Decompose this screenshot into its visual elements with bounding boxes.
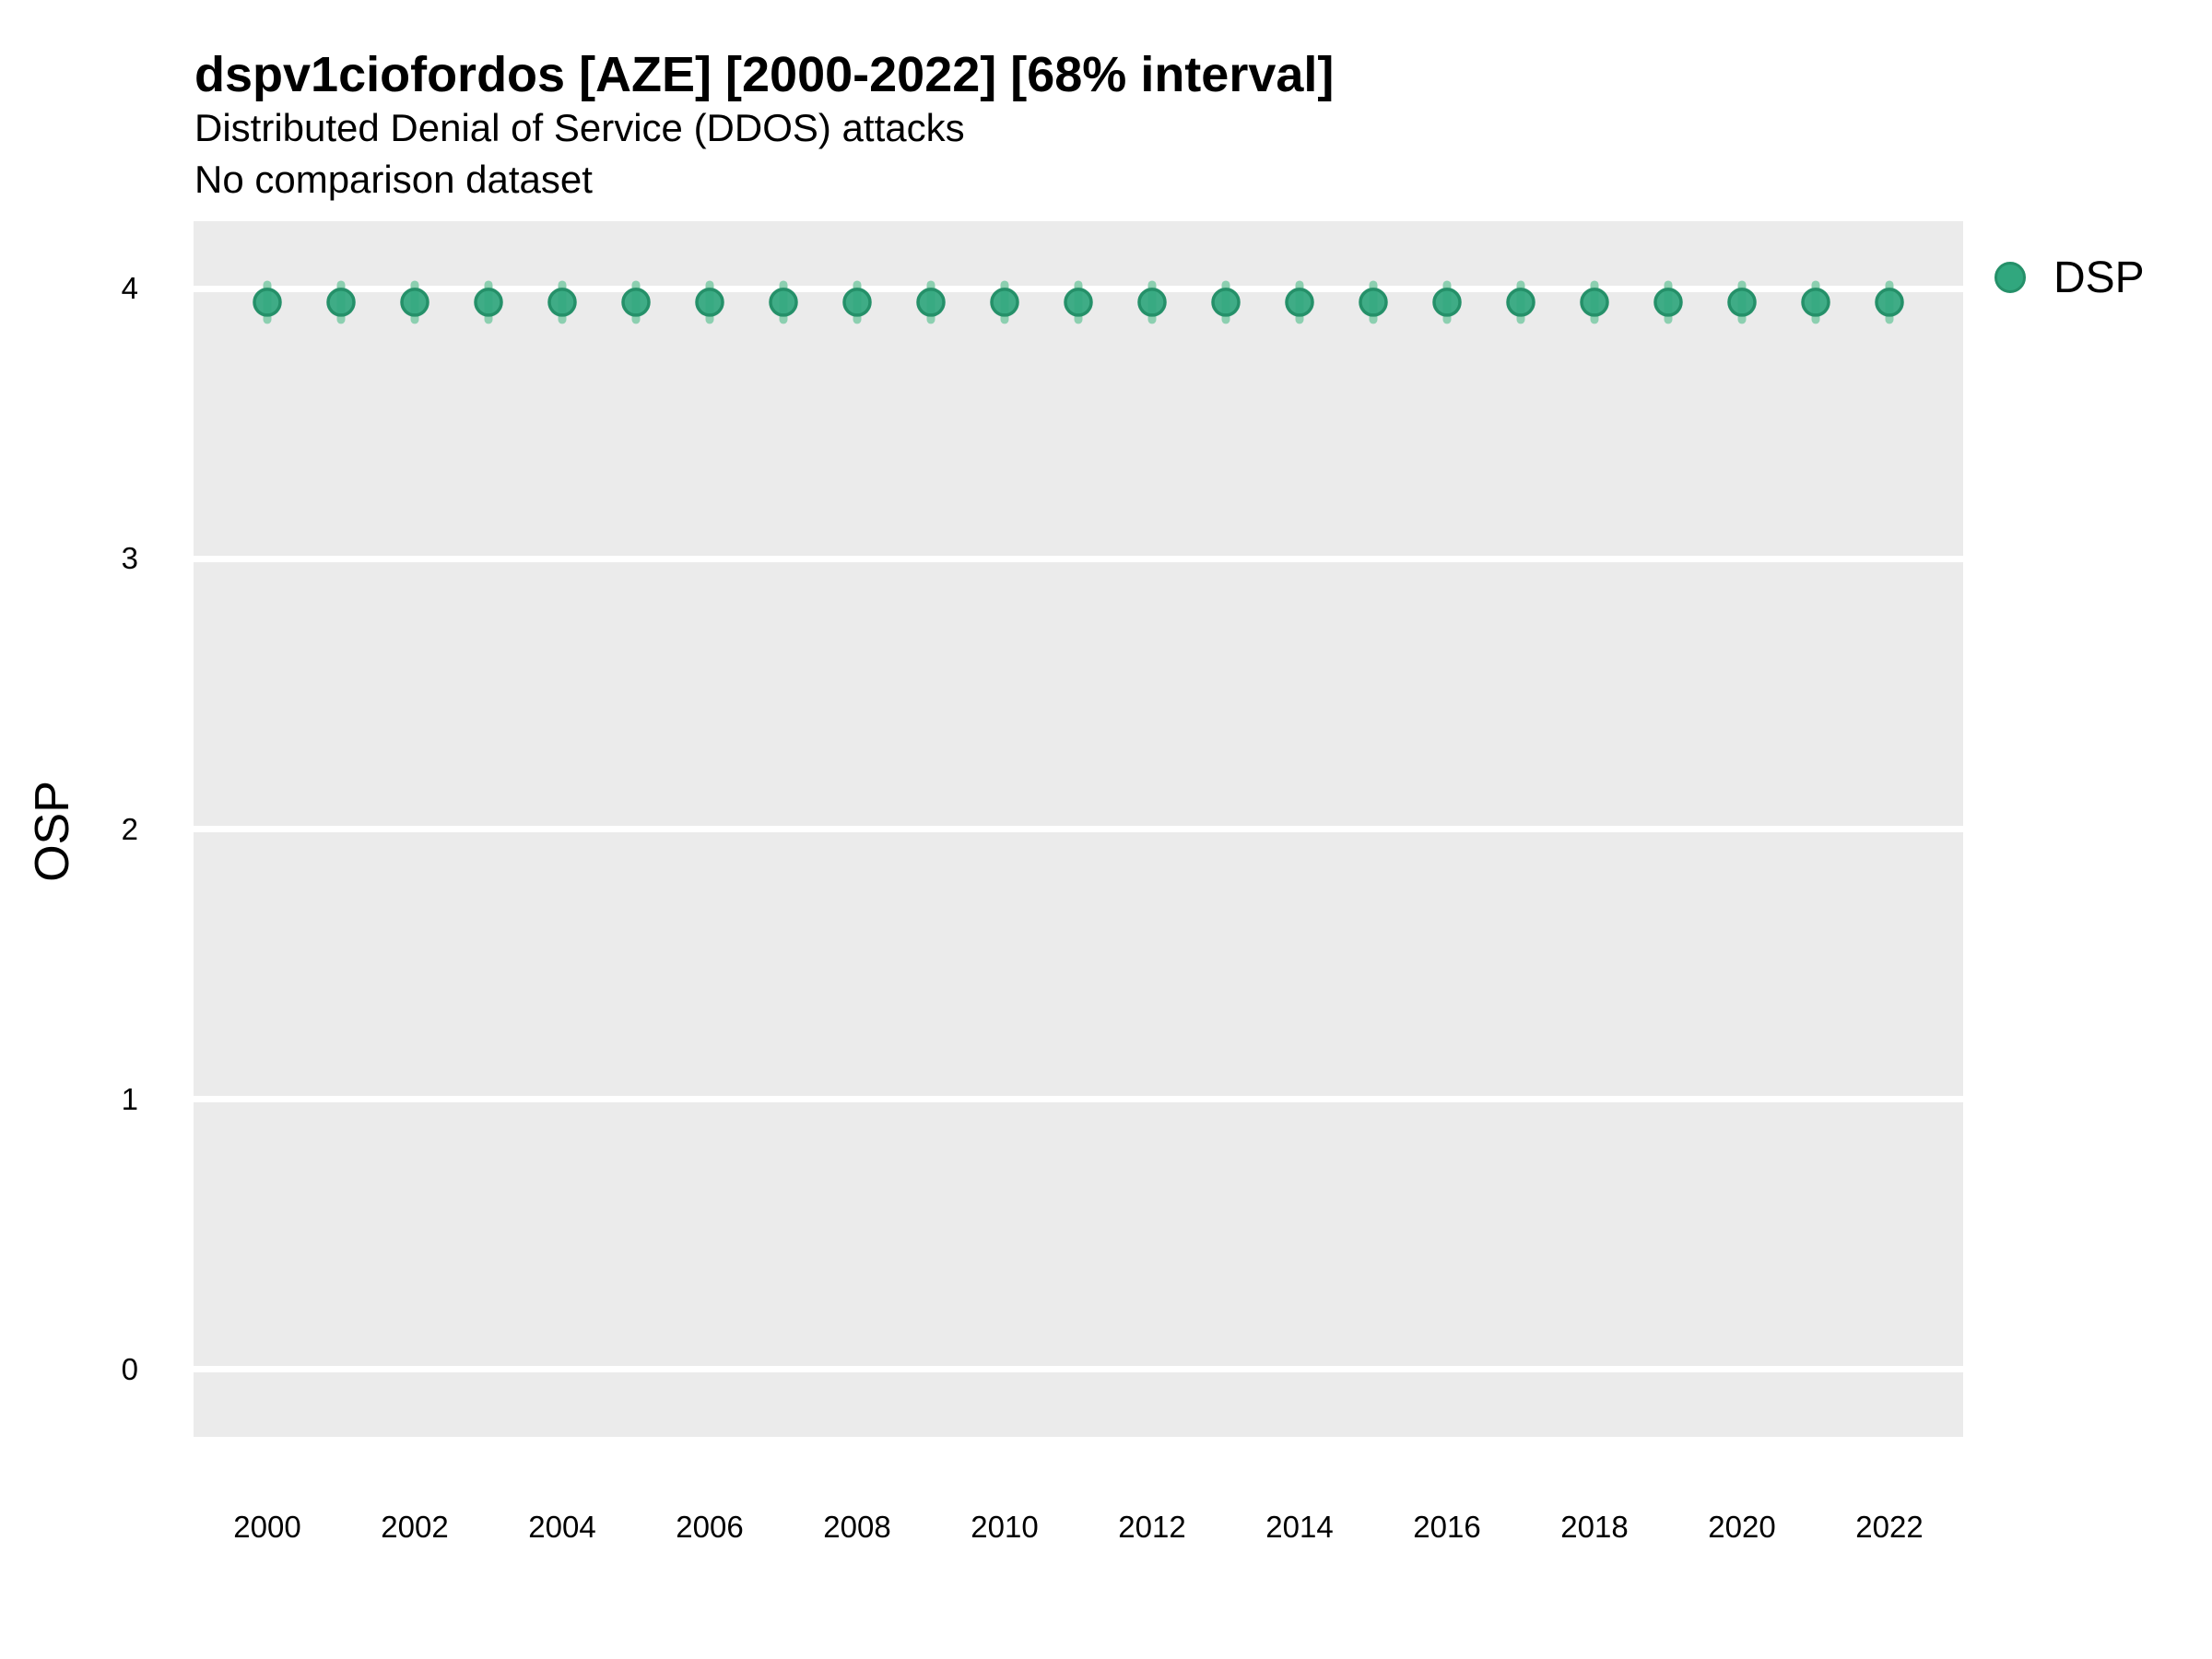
data-point [474,288,503,317]
data-point [842,288,872,317]
data-point [695,288,724,317]
x-tick-label: 2018 [1560,1510,1629,1544]
data-point [916,288,946,317]
gridline-y-1 [194,1096,1963,1103]
x-tick-label: 2004 [528,1510,596,1544]
data-point [769,288,798,317]
x-tick-label: 2022 [1855,1510,1924,1544]
x-tick-label: 2008 [823,1510,891,1544]
data-point [1506,288,1535,317]
y-tick-label: 1 [121,1081,138,1116]
data-point [1432,288,1462,317]
chart-subtitle: Distributed Denial of Service (DDOS) att… [194,106,965,149]
data-point [1359,288,1388,317]
comparison-note: No comparison dataset [194,158,593,201]
data-point [1211,288,1241,317]
x-tick-label: 2010 [971,1510,1039,1544]
gridline-y-3 [194,555,1963,562]
data-point [253,288,282,317]
data-point [1875,288,1904,317]
data-point [326,288,356,317]
legend-dsp-label: DSP [2053,253,2145,302]
chart-title: dspv1ciofordos [AZE] [2000-2022] [68% in… [194,47,1335,102]
plot-points [253,280,1904,324]
y-tick-label: 3 [121,541,138,576]
x-tick-label: 2014 [1265,1510,1334,1544]
gridline-y-0 [194,1366,1963,1373]
x-tick-label: 2012 [1118,1510,1186,1544]
y-tick-label: 0 [121,1351,138,1386]
x-tick-label: 2006 [676,1510,744,1544]
data-point [621,288,651,317]
data-point [547,288,577,317]
data-point [400,288,429,317]
y-tick-label: 2 [121,811,138,846]
legend-dsp-swatch [1994,262,2026,293]
x-tick-label: 2020 [1708,1510,1776,1544]
x-tick-label: 2016 [1413,1510,1481,1544]
data-point [1727,288,1757,317]
x-tick-label: 2000 [233,1510,301,1544]
x-tick-label: 2002 [381,1510,449,1544]
gridline-y-2 [194,826,1963,832]
y-tick-label: 4 [121,271,138,306]
data-point [1653,288,1683,317]
data-point [1580,288,1609,317]
data-point [1137,288,1167,317]
data-point [1285,288,1314,317]
data-point [1801,288,1830,317]
data-point [1064,288,1093,317]
data-point [990,288,1019,317]
